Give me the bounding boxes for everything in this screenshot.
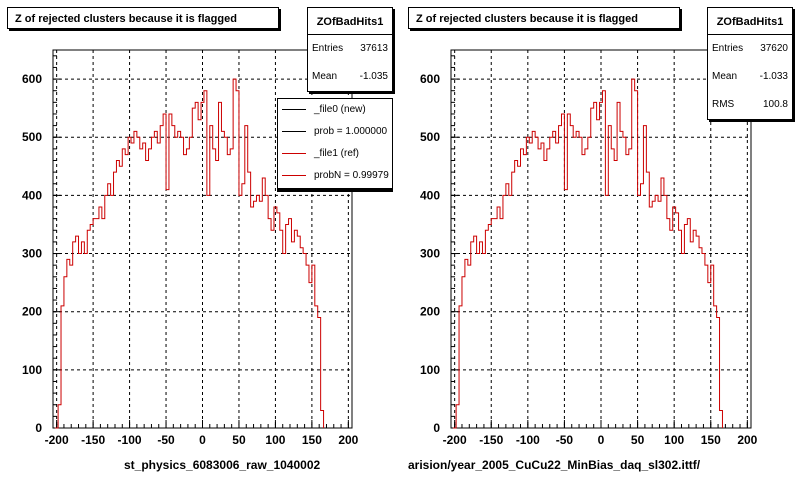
x-tick-label: 200 <box>338 433 358 447</box>
y-tick-label: 500 <box>420 130 440 144</box>
histogram-panel-right: -200 -150 -100 -50 0 50 100 150 200 0 100 200 300 400… <box>400 0 800 480</box>
legend-label: _file0 (new) <box>314 104 366 115</box>
y-tick-label: 300 <box>420 247 440 261</box>
legend-label: _file1 (ref) <box>314 148 360 159</box>
x-tick-label: -200 <box>443 433 467 447</box>
legend-swatch <box>282 175 306 176</box>
legend-swatch <box>282 131 306 132</box>
stats-box: ZOfBadHits1 Entries 37620 Mean -1.033 RM… <box>707 7 793 120</box>
y-tick-label: 600 <box>22 72 42 86</box>
y-tick-label: 600 <box>420 72 440 86</box>
y-tick-label: 100 <box>420 363 440 377</box>
stats-name: ZOfBadHits1 <box>308 8 392 35</box>
histogram-series-line <box>453 78 723 429</box>
stats-key: Entries <box>712 43 744 54</box>
x-tick-label: 150 <box>701 433 721 447</box>
stats-value: 100.8 <box>762 99 788 110</box>
x-tick-label: 50 <box>631 433 645 447</box>
x-tick-label: 50 <box>232 433 246 447</box>
legend-entry-new: _file0 (new) <box>278 99 392 121</box>
stats-key: Mean <box>712 71 738 82</box>
histogram-panel-left: -200 -150 -100 -50 0 50 100 150 200 0 100 200 300 400… <box>7 7 393 472</box>
x-tick-label: -150 <box>479 433 503 447</box>
y-tick-label: 100 <box>22 363 42 377</box>
legend-box: _file0 (new) prob = 1.000000 _file1 (ref… <box>277 98 393 192</box>
x-tick-label: -100 <box>118 433 142 447</box>
histogram-series-line <box>55 78 325 429</box>
x-tick-label: -50 <box>157 433 175 447</box>
stats-value: 37613 <box>360 43 388 54</box>
x-tick-label: 100 <box>664 433 684 447</box>
stats-name: ZOfBadHits1 <box>708 8 792 35</box>
y-tick-label: 200 <box>420 305 440 319</box>
legend-swatch <box>282 109 306 110</box>
stats-row-rms: RMS 100.8 <box>708 91 792 119</box>
x-tick-label: 150 <box>302 433 322 447</box>
stats-box: ZOfBadHits1 Entries 37613 Mean -1.035 <box>307 7 393 92</box>
x-tick-label: 100 <box>265 433 285 447</box>
stats-value: 37620 <box>760 43 788 54</box>
x-axis-title: arision/year_2005_CuCu22_MinBias_daq_sl3… <box>408 458 701 472</box>
x-axis-title: st_physics_6083006_raw_1040002 <box>124 458 321 472</box>
stats-row-mean: Mean -1.033 <box>708 63 792 91</box>
stats-row-entries: Entries 37620 <box>708 35 792 63</box>
legend-label: prob = 1.000000 <box>314 126 388 137</box>
stats-value: -1.035 <box>359 71 388 82</box>
histogram-plot-right: -200 -150 -100 -50 0 50 100 150 200 0 100 200 300 400… <box>420 49 758 447</box>
stats-value: -1.033 <box>759 71 788 82</box>
legend-swatch <box>282 153 306 154</box>
legend-entry-probn: probN = 0.99979 <box>278 165 392 187</box>
y-tick-label: 200 <box>22 305 42 319</box>
legend-entry-ref: _file1 (ref) <box>278 143 392 165</box>
stats-row-entries: Entries 37613 <box>308 35 392 63</box>
y-tick-label: 0 <box>35 421 42 435</box>
x-tick-label: -200 <box>45 433 69 447</box>
stats-key: Entries <box>312 43 344 54</box>
stats-key: RMS <box>712 99 735 110</box>
y-tick-label: 300 <box>22 247 42 261</box>
x-tick-label: 0 <box>199 433 206 447</box>
y-tick-label: 400 <box>420 188 440 202</box>
histogram-title: Z of rejected clusters because it is fla… <box>7 7 279 29</box>
histogram-title: Z of rejected clusters because it is fla… <box>408 7 680 29</box>
y-tick-label: 0 <box>433 421 440 435</box>
x-tick-label: 200 <box>737 433 757 447</box>
y-tick-label: 400 <box>22 188 42 202</box>
stats-key: Mean <box>312 71 338 82</box>
legend-entry-prob: prob = 1.000000 <box>278 121 392 143</box>
x-tick-label: -150 <box>81 433 105 447</box>
x-tick-label: -100 <box>516 433 540 447</box>
histogram-plot-left: -200 -150 -100 -50 0 50 100 150 200 0 100 200 300 400… <box>22 49 359 447</box>
y-tick-label: 500 <box>22 130 42 144</box>
legend-label: probN = 0.99979 <box>314 170 389 181</box>
stats-row-mean: Mean -1.035 <box>308 63 392 91</box>
x-tick-label: 0 <box>598 433 605 447</box>
x-tick-label: -50 <box>556 433 574 447</box>
